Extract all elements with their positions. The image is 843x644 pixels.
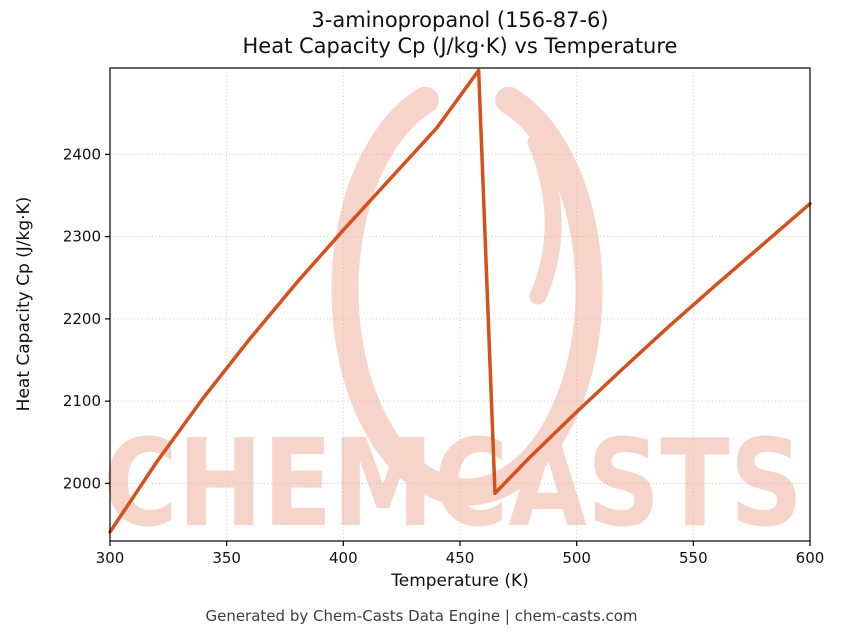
x-tick-label: 400: [329, 549, 358, 567]
tick-marks: [105, 153, 811, 546]
watermark: CHEMCASTS: [103, 86, 803, 554]
x-axis-label: Temperature (K): [391, 571, 529, 591]
watermark-swish-icon: [527, 133, 562, 305]
footer-credit: Generated by Chem-Casts Data Engine | ch…: [205, 607, 638, 625]
grid-lines: [109, 68, 811, 541]
y-tick-label: 2100: [63, 392, 101, 410]
x-tick-label: 350: [212, 549, 241, 567]
y-tick-label: 2000: [63, 474, 101, 492]
y-tick-label: 2200: [63, 310, 101, 328]
x-tick-label: 300: [96, 549, 125, 567]
cp-data-line: [108, 68, 812, 534]
x-tick-label: 600: [796, 549, 825, 567]
watermark-ring-icon: [331, 86, 603, 506]
y-tick-label: 2300: [63, 228, 101, 246]
chart-title-line2: Heat Capacity Cp (J/kg·K) vs Temperature: [242, 34, 678, 58]
watermark-text: CHEMCASTS: [103, 415, 803, 554]
y-axis-label: Heat Capacity Cp (J/kg·K): [14, 196, 34, 412]
x-tick-label: 500: [562, 549, 591, 567]
x-tick-label: 550: [679, 549, 708, 567]
x-tick-label: 450: [446, 549, 475, 567]
tick-labels: 300 350 400 450 500 550 600 2000 2100 2200 2300 240…: [63, 145, 825, 567]
y-tick-label: 2400: [63, 145, 101, 163]
chart-title-line1: 3-aminopropanol (156-87-6): [311, 8, 609, 32]
